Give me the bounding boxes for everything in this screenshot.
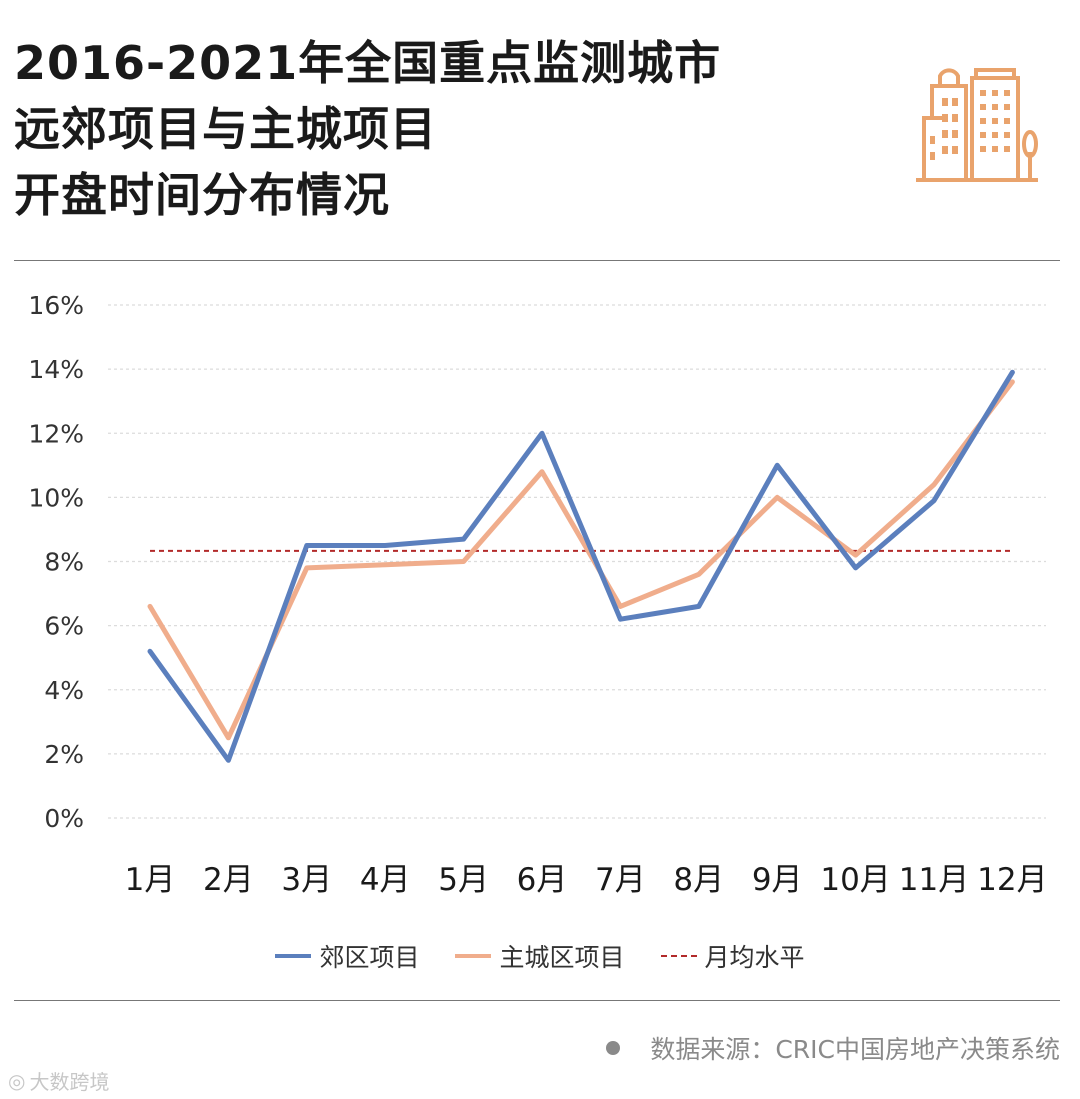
legend-item-city: 主城区项目 [455,938,625,974]
x-tick-label: 4月 [360,862,411,898]
legend-item-suburb: 郊区项目 [275,938,419,974]
y-tick-label: 10% [28,483,84,512]
x-tick-label: 12月 [977,862,1047,898]
x-tick-label: 6月 [517,862,568,898]
watermark: ◎ 大数跨境 [8,1066,109,1095]
x-tick-label: 2月 [203,862,254,898]
bullet-icon [606,1041,621,1055]
legend-swatch-suburb [275,954,312,958]
x-tick-label: 9月 [752,862,803,898]
x-tick-label: 11月 [899,862,969,898]
legend-swatch-city [455,954,492,958]
legend-item-average: 月均水平 [660,938,805,974]
grid-lines [108,304,1046,819]
x-tick-label: 1月 [125,862,176,898]
y-tick-label: 4% [44,676,84,705]
title-line-2: 远郊项目与主城项目 [14,102,437,156]
y-tick-label: 0% [44,804,84,833]
x-tick-label: 7月 [595,862,646,898]
y-tick-label: 16% [28,291,84,320]
title-line-1: 2016-2021年全国重点监测城市 [14,36,722,90]
source-note: 数据来源：CRIC中国房地产决策系统 [606,1030,1060,1066]
legend: 郊区项目 主城区项目 月均水平 [0,938,1080,974]
bottom-divider [14,1000,1060,1001]
watermark-text: 大数跨境 [29,1070,110,1094]
y-tick-label: 8% [44,548,84,577]
x-tick-label: 8月 [673,862,724,898]
y-tick-label: 6% [44,612,84,641]
y-tick-label: 12% [28,419,84,448]
x-tick-label: 3月 [281,862,332,898]
legend-label-average: 月均水平 [704,943,805,972]
x-tick-label: 10月 [820,862,890,898]
y-axis-ticks: 0% 2% 4% 6% 8% 10% 12% 14% 16% [28,291,84,833]
legend-label-suburb: 郊区项目 [319,943,420,972]
legend-label-city: 主城区项目 [499,943,625,972]
y-tick-label: 14% [28,355,84,384]
y-tick-label: 2% [44,740,84,769]
chart-title: 2016-2021年全国重点监测城市 远郊项目与主城项目 开盘时间分布情况 [14,30,721,228]
source-text: 数据来源：CRIC中国房地产决策系统 [650,1035,1060,1064]
x-tick-label: 5月 [438,862,489,898]
line-chart: 0% 2% 4% 6% 8% 10% 12% 14% 16% 1月 2月 3月 4月 5月 6月 7月 8月 9… [28,291,1048,898]
top-divider [14,260,1060,261]
title-line-3: 开盘时间分布情况 [14,168,390,222]
legend-swatch-average [660,955,697,957]
city-buildings-icon [916,68,1038,182]
watermark-logo-icon: ◎ [8,1068,26,1093]
series-lines [147,369,1015,763]
x-axis-ticks: 1月 2月 3月 4月 5月 6月 7月 8月 9月 10月 11月 12月 [125,862,1048,898]
series-line-suburb [147,369,1015,763]
series-line-city [147,379,1015,741]
